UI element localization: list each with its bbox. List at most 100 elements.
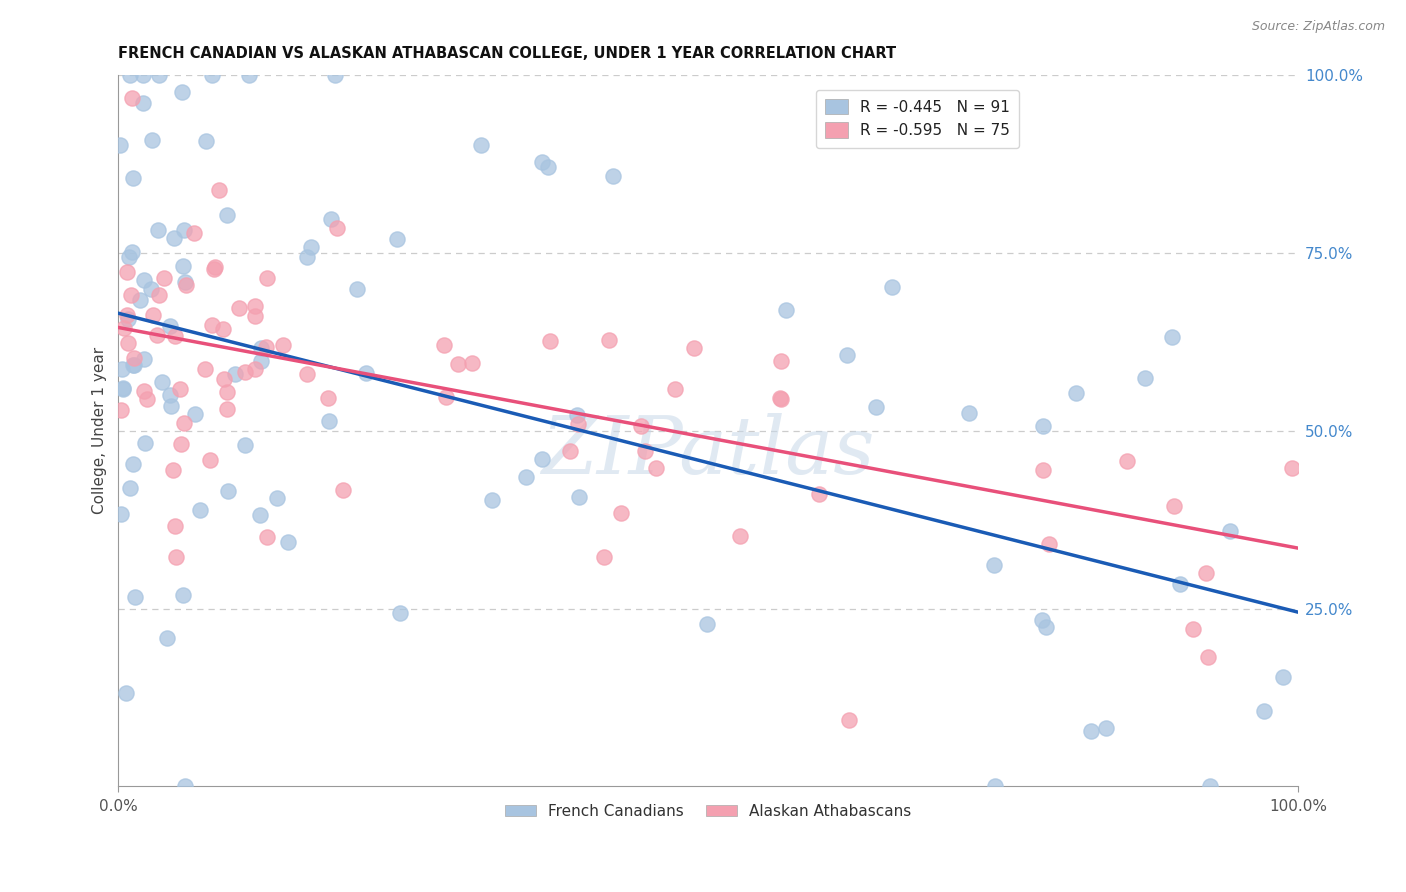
Point [163,231,186,245]
Point [567,417,589,431]
Point [233,365,256,379]
Point [1253,704,1275,718]
Point [696,617,718,632]
Point [146,328,169,343]
Point [1038,536,1060,550]
Point [630,419,652,434]
Point [1133,371,1156,385]
Point [212,372,235,386]
Point [568,490,591,504]
Point [128,293,150,307]
Point [243,309,266,323]
Point [165,549,187,564]
Y-axis label: College, Under 1 year: College, Under 1 year [93,347,107,515]
Point [461,356,484,370]
Point [983,558,1005,573]
Point [356,366,378,380]
Point [194,361,217,376]
Point [114,686,136,700]
Point [121,171,143,186]
Point [217,483,239,498]
Point [121,91,143,105]
Point [865,400,887,414]
Point [132,384,155,398]
Point [122,351,145,365]
Point [212,322,235,336]
Point [602,169,624,183]
Point [332,483,354,497]
Point [141,133,163,147]
Point [148,288,170,302]
Point [318,414,340,428]
Point [245,299,267,313]
Point [1197,650,1219,665]
Point [169,437,191,451]
Point [880,280,903,294]
Point [115,265,138,279]
Point [150,375,173,389]
Point [316,391,339,405]
Point [837,348,859,362]
Point [170,85,193,99]
Point [769,353,792,368]
Point [120,288,142,302]
Point [194,134,217,148]
Point [1163,499,1185,513]
Point [256,530,278,544]
Point [1035,620,1057,634]
Point [108,137,131,152]
Point [173,780,195,794]
Point [202,262,225,277]
Point [1272,670,1295,684]
Point [1281,460,1303,475]
Point [233,438,256,452]
Point [609,507,631,521]
Point [775,302,797,317]
Point [297,367,319,381]
Point [174,277,197,292]
Point [683,341,706,355]
Point [142,308,165,322]
Point [249,508,271,522]
Point [598,333,620,347]
Point [163,518,186,533]
Point [112,321,135,335]
Point [1199,780,1222,794]
Point [644,460,666,475]
Point [169,382,191,396]
Point [1066,385,1088,400]
Point [567,408,589,422]
Point [121,457,143,471]
Point [132,96,155,111]
Point [256,270,278,285]
Point [385,232,408,246]
Point [1160,330,1182,344]
Point [277,534,299,549]
Legend: French Canadians, Alaskan Athabascans: French Canadians, Alaskan Athabascans [499,797,918,825]
Text: ZIPatlas: ZIPatlas [541,413,875,491]
Point [201,68,224,82]
Point [433,338,456,352]
Point [159,318,181,333]
Point [200,453,222,467]
Point [245,362,267,376]
Point [184,407,207,421]
Point [215,384,238,399]
Point [173,588,195,602]
Point [224,367,246,381]
Point [1080,723,1102,738]
Point [217,402,239,417]
Point [808,487,831,501]
Point [159,388,181,402]
Point [121,245,143,260]
Point [321,211,343,226]
Point [115,308,138,322]
Point [530,155,553,169]
Point [173,416,195,430]
Point [174,275,197,289]
Point [470,138,492,153]
Text: FRENCH CANADIAN VS ALASKAN ATHABASCAN COLLEGE, UNDER 1 YEAR CORRELATION CHART: FRENCH CANADIAN VS ALASKAN ATHABASCAN CO… [118,46,897,62]
Point [172,260,194,274]
Point [481,493,503,508]
Point [664,382,686,396]
